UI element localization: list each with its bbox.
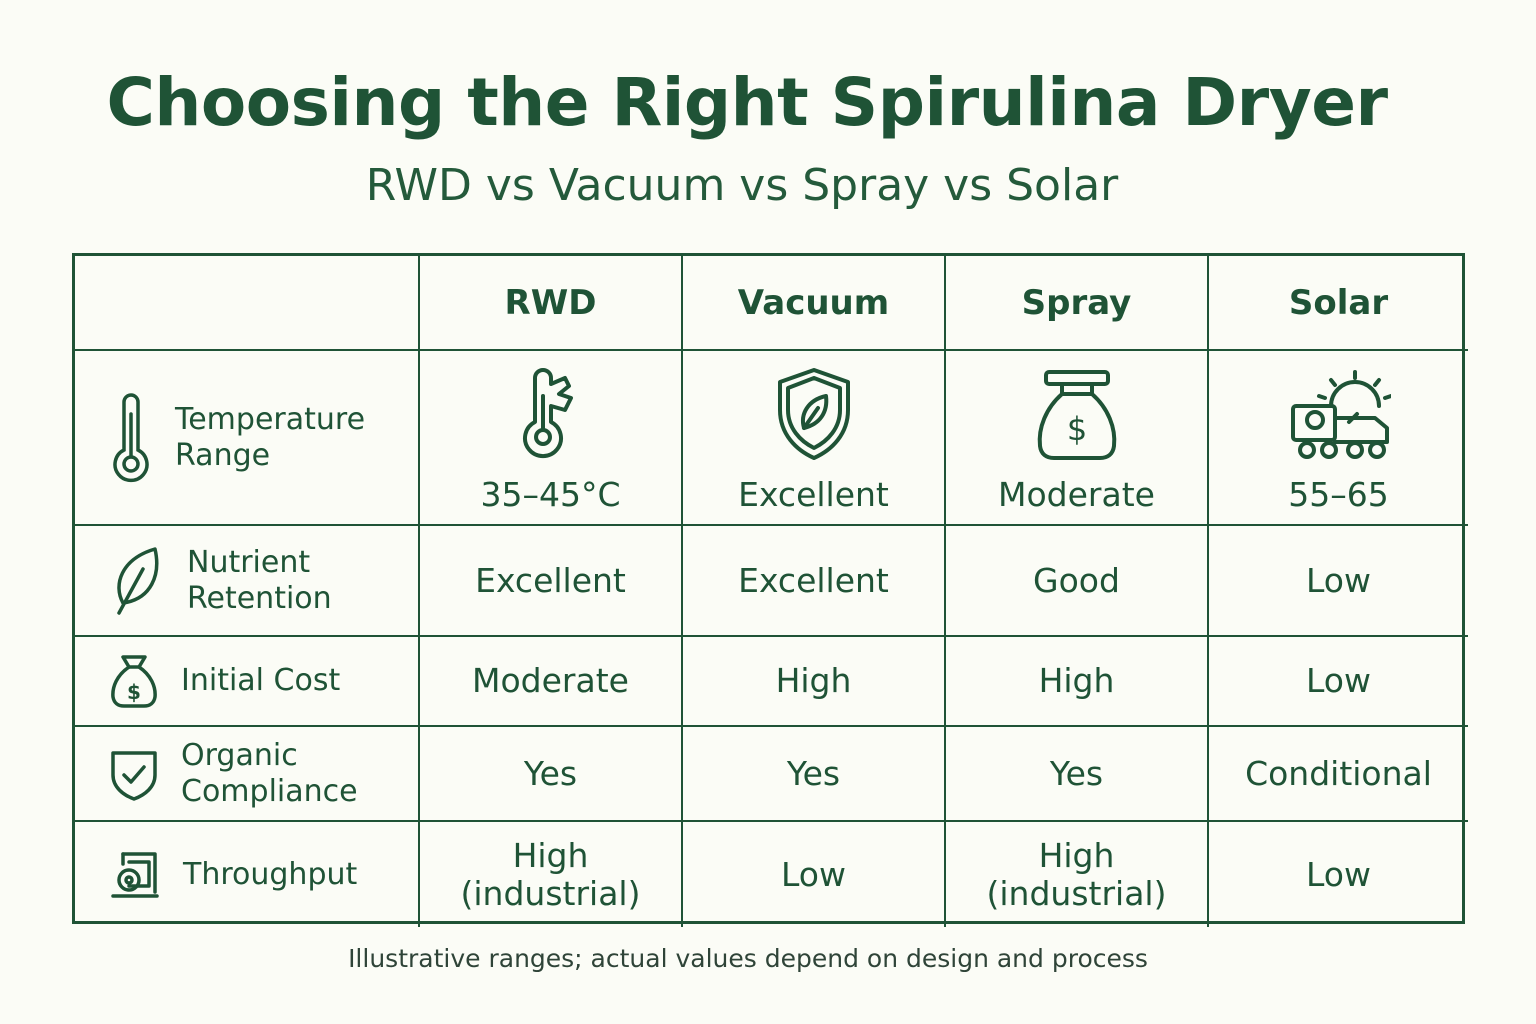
svg-text:$: $ (1066, 410, 1086, 448)
cell-throughput-rwd: High (industrial) (420, 822, 683, 927)
cell-organic-rwd: Yes (420, 727, 683, 822)
cell-value: 35–45°C (480, 475, 621, 514)
cell-cost-rwd: Moderate (420, 637, 683, 727)
page-subtitle: RWD vs Vacuum vs Spray vs Solar (365, 160, 1119, 211)
cell-temperature-rwd: 35–45°C (420, 351, 683, 526)
cell-throughput-solar: Low (1306, 854, 1371, 894)
row-label-throughput: Throughput (75, 822, 420, 927)
cell-retention-spray: Good (946, 526, 1209, 637)
cell-retention-rwd: Excellent (420, 526, 683, 637)
cell-organic-vacuum: Yes (683, 727, 946, 822)
cell-throughput-spray: High (industrial) (946, 822, 1209, 927)
row-label-organic-compliance: Organic Compliance (75, 727, 420, 822)
svg-text:$: $ (127, 680, 141, 704)
cell-throughput-vacuum: Low (683, 822, 946, 927)
cell-retention-solar: Low (1209, 526, 1468, 637)
cell-temperature-spray: $ Moderate (946, 351, 1209, 526)
column-header-spray: Spray (946, 256, 1209, 351)
money-bag-icon: $ (1034, 368, 1120, 462)
row-label-text: Initial Cost (181, 663, 341, 698)
row-label-initial-cost: $ Initial Cost (75, 637, 420, 727)
row-label-text: Throughput (183, 856, 358, 892)
cell-temperature-vacuum: Excellent (683, 351, 946, 526)
row-label-nutrient-retention: Nutrient Retention (75, 526, 420, 637)
solar-dryer-truck-icon (1287, 370, 1391, 462)
column-header-rwd: RWD (420, 256, 683, 351)
column-header-vacuum: Vacuum (683, 256, 946, 351)
row-label-temperature-range: Temperature Range (75, 351, 420, 526)
shield-check-icon (109, 747, 159, 801)
cell-organic-solar: Conditional (1209, 727, 1468, 822)
machine-icon (109, 850, 161, 900)
money-bag-icon: $ (109, 653, 159, 709)
row-label-text: Organic Compliance (181, 737, 358, 809)
row-label-text: Temperature Range (175, 401, 366, 473)
page-title: Choosing the Right Spirulina Dryer (106, 64, 1388, 141)
thermometer-icon (515, 366, 587, 462)
cell-value: Moderate (998, 475, 1155, 514)
thermometer-icon (109, 392, 153, 484)
cell-cost-solar: Low (1209, 637, 1468, 727)
cell-cost-vacuum: High (683, 637, 946, 727)
comparison-table: RWD Vacuum Spray Solar Temperature Range… (72, 253, 1468, 927)
cell-value: 55–65 (1288, 475, 1389, 514)
cell-value: Excellent (738, 475, 889, 514)
cell-organic-spray: Yes (946, 727, 1209, 822)
shield-leaf-icon (774, 366, 854, 462)
leaf-icon (109, 545, 165, 617)
column-header-solar: Solar (1209, 256, 1468, 351)
footnote: Illustrative ranges; actual values depen… (348, 944, 1148, 973)
cell-temperature-solar: 55–65 (1209, 351, 1468, 526)
cell-retention-vacuum: Excellent (683, 526, 946, 637)
cell-cost-spray: High (946, 637, 1209, 727)
row-label-text: Nutrient Retention (187, 544, 332, 616)
header-corner-cell (75, 256, 420, 351)
